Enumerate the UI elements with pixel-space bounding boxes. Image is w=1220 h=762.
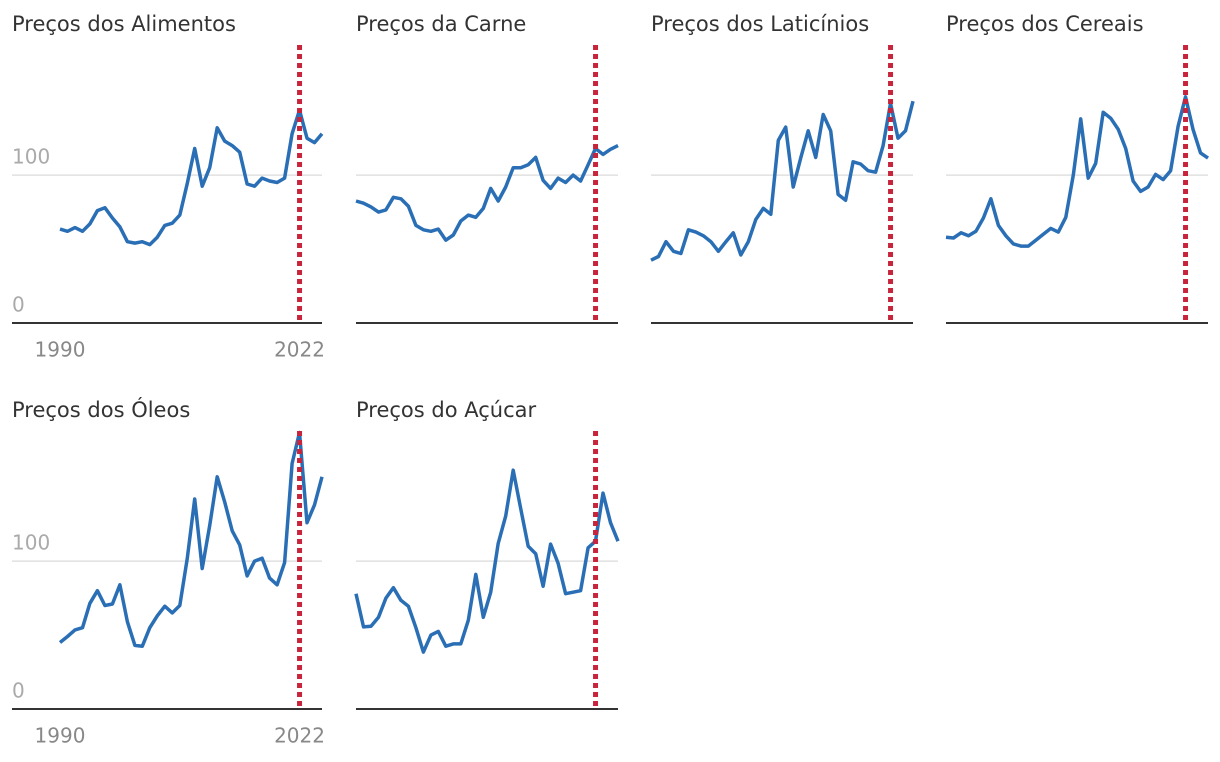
panel-title: Preços dos Óleos	[12, 397, 190, 422]
x-tick-label: 1990	[35, 724, 86, 748]
line-series	[354, 468, 620, 654]
panel-title: Preços dos Cereais	[946, 12, 1144, 36]
y-tick-label: 0	[12, 293, 25, 317]
line-series	[59, 108, 324, 247]
line-series	[58, 430, 324, 648]
y-tick-label: 100	[12, 145, 50, 169]
x-tick-label: 2022	[274, 338, 325, 362]
panel-title: Preços dos Laticínios	[651, 12, 869, 36]
line-series	[355, 144, 619, 242]
x-tick-label: 1990	[35, 338, 86, 362]
y-tick-label: 100	[12, 531, 50, 555]
line-series	[650, 100, 915, 262]
y-tick-label: 0	[12, 679, 25, 703]
panel-title: Preços dos Alimentos	[12, 12, 236, 36]
panel-title: Preços do Açúcar	[356, 398, 537, 422]
x-tick-label: 2022	[274, 724, 325, 748]
line-series	[945, 95, 1209, 248]
panel-title: Preços da Carne	[356, 12, 526, 36]
